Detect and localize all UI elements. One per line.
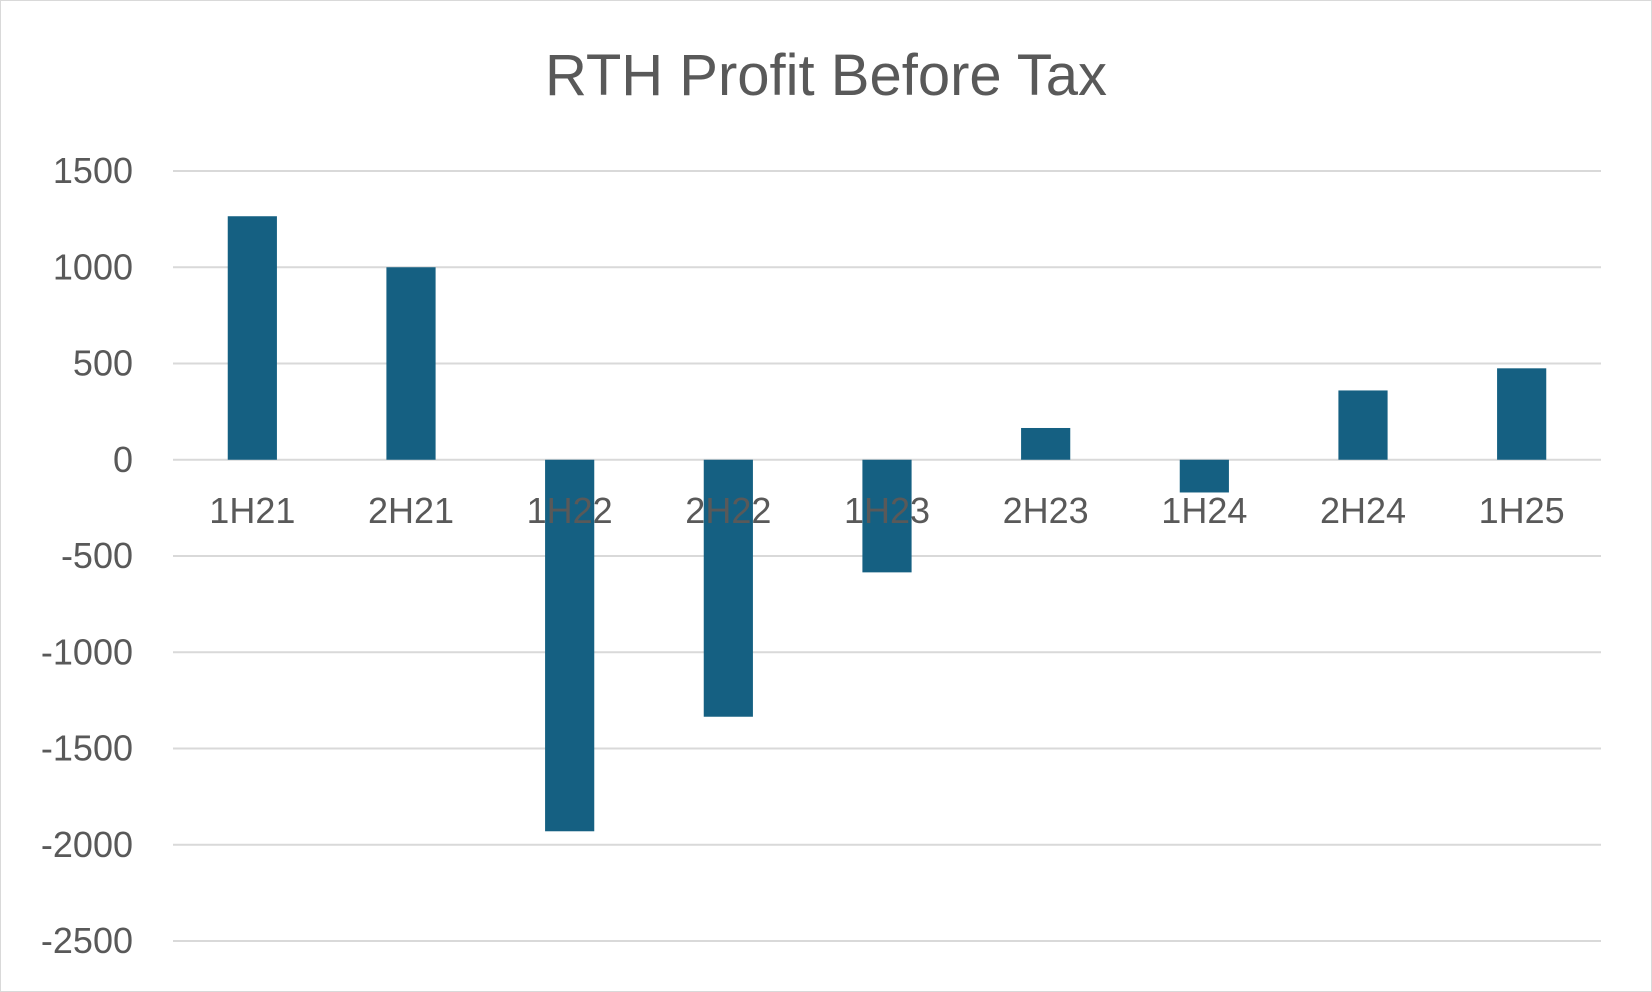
- bar-1h24: [1179, 459, 1229, 493]
- bar-1h22: [545, 459, 595, 832]
- bar-2h23: [1021, 427, 1071, 460]
- x-tick-label: 2H23: [1003, 490, 1089, 531]
- y-tick-label: 0: [113, 439, 133, 480]
- x-tick-label: 2H21: [368, 490, 454, 531]
- bar-1h23: [862, 459, 912, 573]
- y-tick-label: -1500: [41, 728, 133, 769]
- y-axis-tick-labels: 1500 1000 500 0 -500 -1000 -1500 -2000 -2500: [41, 150, 133, 961]
- x-tick-label: 1H22: [527, 490, 613, 531]
- x-tick-label: 1H21: [209, 490, 295, 531]
- x-tick-label: 1H24: [1161, 490, 1247, 531]
- y-tick-label: 500: [73, 343, 133, 384]
- chart-title: RTH Profit Before Tax: [545, 43, 1107, 108]
- bar-2h22: [703, 459, 753, 717]
- bars: [227, 216, 1547, 832]
- x-tick-label: 2H22: [685, 490, 771, 531]
- y-tick-label: -2500: [41, 920, 133, 961]
- y-tick-label: -1000: [41, 631, 133, 672]
- x-tick-label: 2H24: [1320, 490, 1406, 531]
- bar-2h24: [1338, 390, 1388, 460]
- x-tick-label: 1H25: [1479, 490, 1565, 531]
- y-tick-label: -500: [61, 535, 133, 576]
- y-tick-label: -2000: [41, 824, 133, 865]
- x-tick-label: 1H23: [844, 490, 930, 531]
- bar-2h21: [386, 267, 436, 460]
- bar-1h25: [1497, 368, 1547, 460]
- y-tick-label: 1000: [53, 246, 133, 287]
- bar-1h21: [227, 216, 277, 460]
- y-tick-label: 1500: [53, 150, 133, 191]
- x-axis-tick-labels: 1H21 2H21 1H22 2H22 1H23 2H23 1H24 2H24 1H25: [209, 490, 1564, 531]
